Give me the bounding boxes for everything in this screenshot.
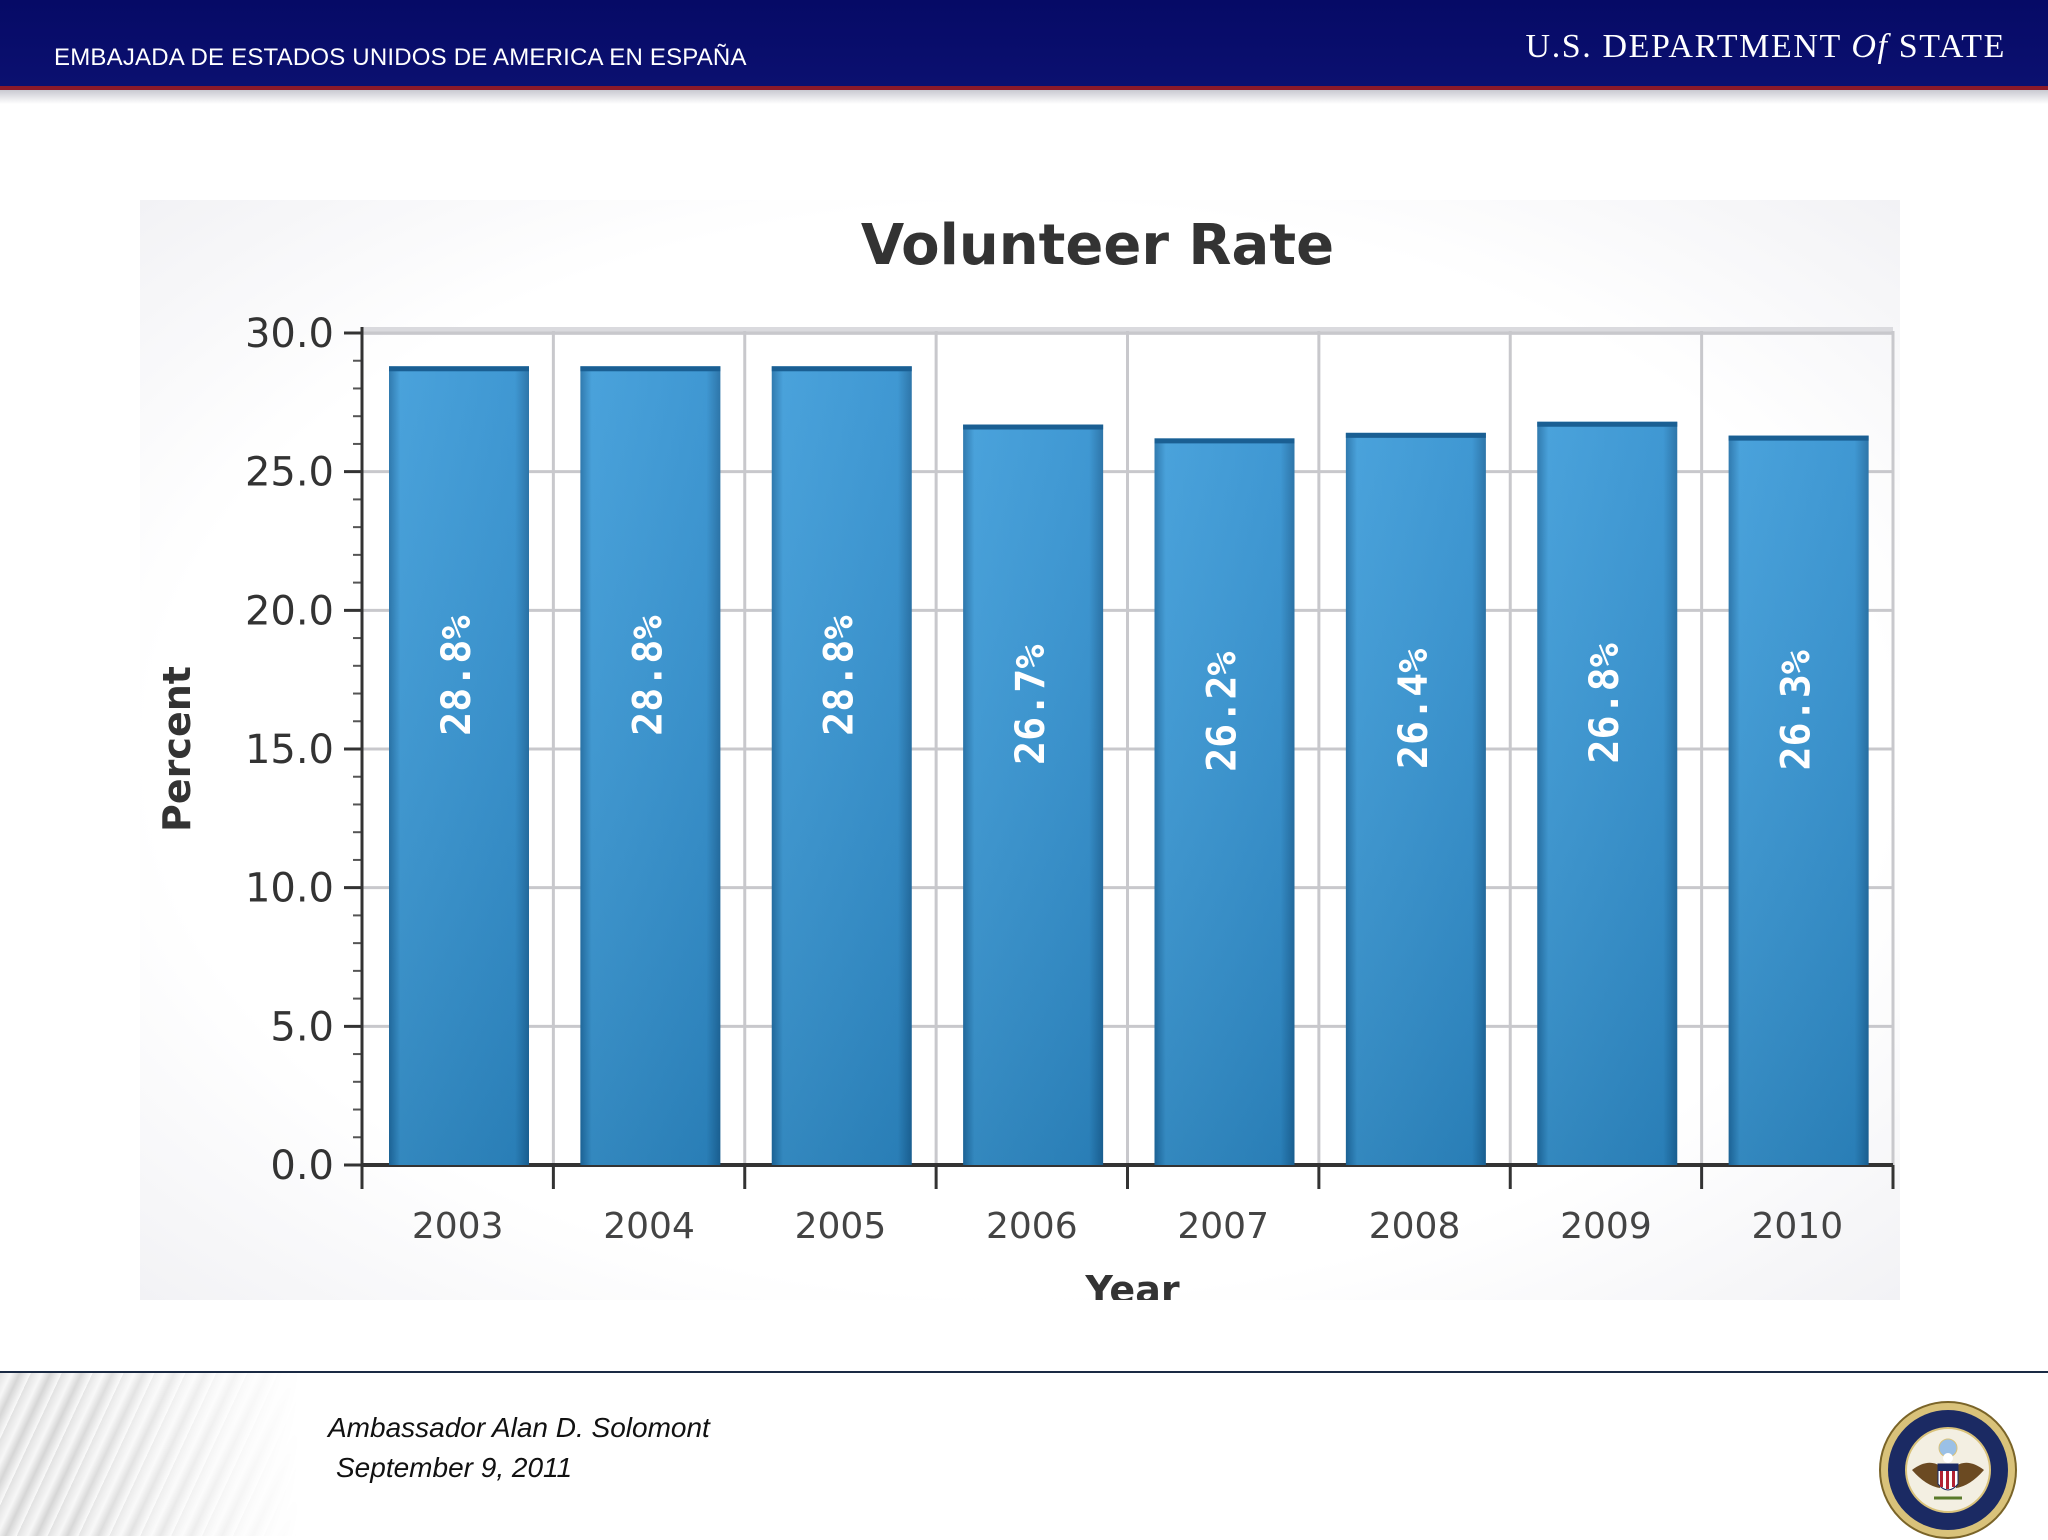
y-tick-label: 15.0 — [245, 727, 334, 773]
bar-shade — [1728, 435, 1869, 1165]
bar-data-label: 26.2% — [1200, 651, 1246, 771]
y-tick-label: 20.0 — [245, 588, 334, 634]
bar-data-label: 26.3% — [1774, 650, 1820, 770]
bar-cap — [1154, 438, 1295, 444]
x-tick-label: 2003 — [412, 1206, 504, 1247]
x-tick-label: 2006 — [986, 1206, 1078, 1247]
bar-shade — [1537, 421, 1678, 1165]
embassy-title: EMBAJADA DE ESTADOS UNIDOS DE AMERICA EN… — [54, 44, 747, 71]
bar-shade — [963, 424, 1104, 1165]
x-tick-label: 2009 — [1560, 1206, 1652, 1247]
bar-cap — [963, 424, 1104, 430]
bar-cap — [1537, 421, 1678, 427]
y-tick-label: 30.0 — [245, 311, 334, 357]
bar-shade — [580, 366, 721, 1165]
bar-shade — [389, 366, 529, 1165]
presentation-date: September 9, 2011 — [336, 1452, 573, 1483]
bar-cap — [580, 366, 721, 372]
bar-cap — [771, 366, 912, 372]
dept-text-of: Of — [1851, 28, 1889, 65]
ambassador-name: Ambassador Alan D. Solomont — [328, 1412, 710, 1443]
bar-data-label: 28.8% — [434, 615, 480, 735]
bar-data-label: 28.8% — [625, 615, 671, 735]
header-shadow — [0, 90, 2048, 104]
department-logo-text: U.S. DEPARTMENT Of STATE — [1526, 28, 2006, 66]
x-axis-label: Year — [1084, 1268, 1179, 1300]
header-bar: EMBAJADA DE ESTADOS UNIDOS DE AMERICA EN… — [0, 0, 2048, 90]
department-of-state-seal-icon — [1879, 1401, 2017, 1539]
y-tick-label: 0.0 — [270, 1143, 334, 1189]
bar-shade — [1345, 432, 1486, 1166]
bar-data-label: 26.4% — [1391, 649, 1437, 769]
bar-data-label: 26.7% — [1008, 645, 1054, 765]
x-tick-label: 2008 — [1369, 1206, 1461, 1247]
x-tick-label: 2010 — [1752, 1206, 1844, 1247]
x-tick-label: 2005 — [795, 1206, 887, 1247]
bar-cap — [1728, 435, 1869, 441]
y-axis-label: Percent — [155, 666, 199, 832]
chart-title: Volunteer Rate — [861, 213, 1334, 278]
bar-cap — [389, 366, 529, 372]
y-tick-label: 25.0 — [245, 450, 334, 496]
bar-shade — [1154, 438, 1295, 1165]
y-tick-label: 5.0 — [270, 1004, 334, 1050]
footer-divider — [0, 1371, 2048, 1373]
volunteer-rate-chart: Volunteer Rate 0.0 5.0 10.0 15.0 20.0 25.0 30.0… — [155, 213, 1895, 1300]
y-tick-label: 10.0 — [245, 866, 334, 912]
bar-cap — [1345, 432, 1486, 438]
bar-data-label: 28.8% — [817, 615, 863, 735]
x-tick-label: 2004 — [603, 1206, 695, 1247]
x-tick-label: 2007 — [1177, 1206, 1269, 1247]
bar-data-label: 26.8% — [1582, 643, 1628, 763]
bar-shade — [771, 366, 912, 1165]
dept-text-pre: U.S. DEPARTMENT — [1525, 28, 1842, 65]
dept-text-post: STATE — [1898, 28, 2006, 65]
footer-decoration — [0, 1373, 300, 1536]
chart-panel: Volunteer Rate 0.0 5.0 10.0 15.0 20.0 25.0 30.0… — [140, 200, 1900, 1300]
